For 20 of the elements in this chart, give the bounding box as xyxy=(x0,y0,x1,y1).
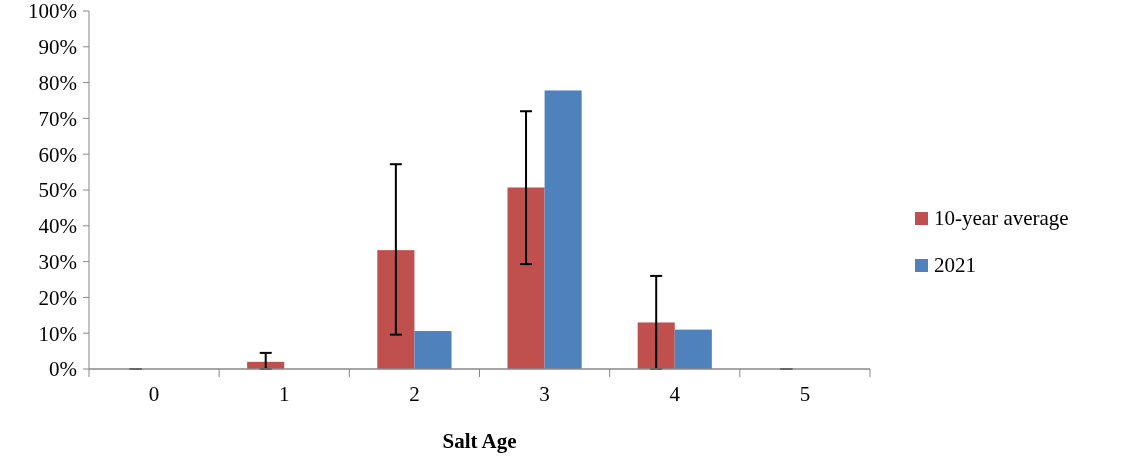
y-tick-label: 30% xyxy=(38,249,77,274)
legend-label: 10-year average xyxy=(934,206,1069,231)
y-tick-label: 60% xyxy=(38,142,77,167)
y-tick-label: 90% xyxy=(38,35,77,60)
x-tick-label: 2 xyxy=(409,382,420,406)
y-tick-label: 0% xyxy=(49,357,77,382)
x-tick-label: 0 xyxy=(148,382,160,406)
y-tick-label: 70% xyxy=(38,106,77,131)
x-tick-label: 5 xyxy=(799,382,811,406)
y-tick-label: 40% xyxy=(38,214,77,239)
x-tick-label: 3 xyxy=(539,382,550,406)
y-tick-label: 50% xyxy=(38,178,77,203)
x-axis-title: Salt Age xyxy=(442,429,517,453)
x-tick-label: 1 xyxy=(279,382,290,406)
legend-label: 2021 xyxy=(934,253,976,278)
y-tick-label: 20% xyxy=(38,285,77,310)
y-tick-label: 10% xyxy=(38,321,77,346)
y-tick-label: 100% xyxy=(28,0,77,24)
y-tick-label: 80% xyxy=(38,70,77,95)
x-tick-label: 4 xyxy=(669,382,681,406)
